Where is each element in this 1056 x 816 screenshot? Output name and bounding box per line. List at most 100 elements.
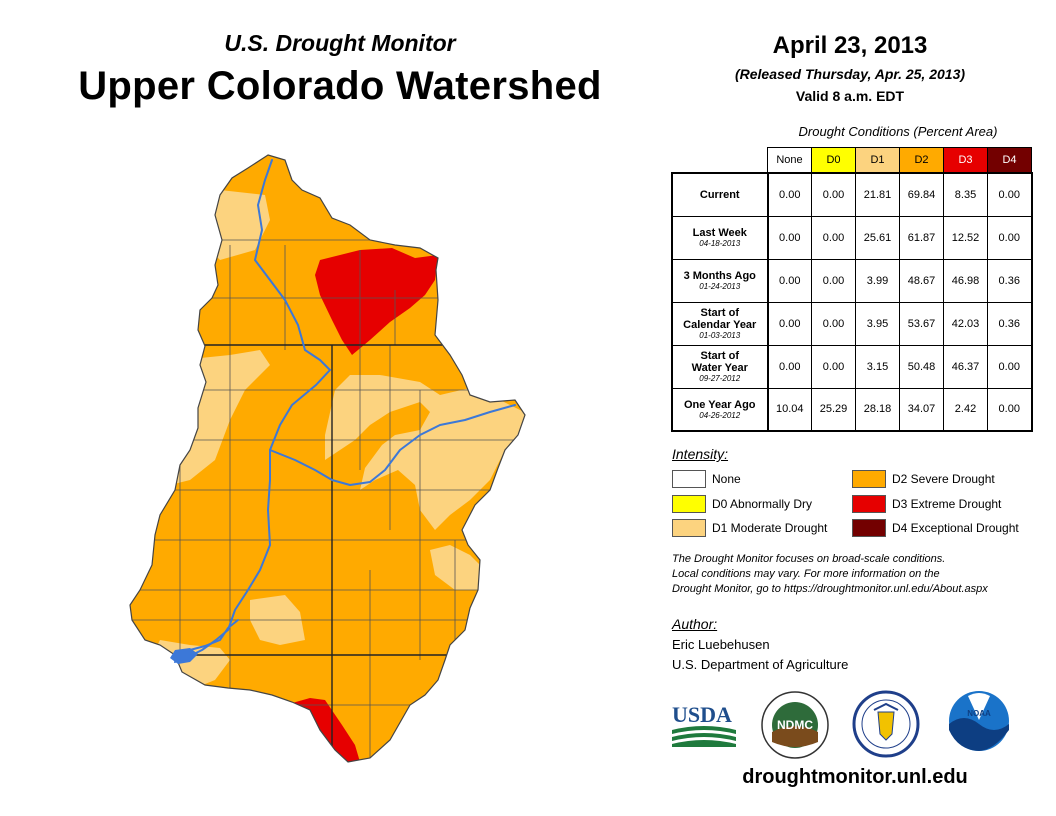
table-row: Current 0.00 0.00 21.81 69.84 8.35 0.00	[671, 172, 1032, 217]
ndmc-logo: NDMC	[761, 691, 829, 759]
table-cell: 42.03	[943, 301, 988, 346]
map-subtitle: U.S. Drought Monitor	[224, 30, 456, 56]
legend-swatch	[852, 495, 886, 513]
table-cell: 69.84	[899, 172, 944, 217]
usda-logo-text: USDA	[672, 702, 732, 727]
disclaimer-note: The Drought Monitor focuses on broad-sca…	[672, 552, 1042, 597]
legend-swatch	[672, 470, 706, 488]
legend-label: D3 Extreme Drought	[892, 497, 1002, 511]
legend-swatch	[672, 495, 706, 513]
legend-swatch	[852, 519, 886, 537]
col-header-d2: D2	[899, 147, 944, 174]
release-date: (Released Thursday, Apr. 25, 2013)	[734, 66, 966, 82]
row-label-text: One Year Ago	[683, 398, 756, 411]
legend-label: D4 Exceptional Drought	[892, 521, 1019, 535]
row-label: 3 Months Ago 01-24-2013	[671, 258, 769, 303]
table-cell: 0.00	[987, 215, 1032, 260]
table-cell: 3.99	[855, 258, 900, 303]
table-cell: 21.81	[855, 172, 900, 217]
table-row: Start of Calendar Year 01-03-2013 0.00 0.0…	[671, 301, 1032, 346]
table-cell: 12.52	[943, 215, 988, 260]
table-cell: 2.42	[943, 387, 988, 432]
valid-time: Valid 8 a.m. EDT	[795, 88, 905, 104]
noaa-logo: NOAA	[949, 691, 1009, 751]
table-cell: 25.61	[855, 215, 900, 260]
legend-item-d4: D4 Exceptional Drought	[852, 519, 1019, 537]
col-header-d1: D1	[855, 147, 900, 174]
table-cell: 0.00	[811, 258, 856, 303]
table-cell: 3.15	[855, 344, 900, 389]
legend-item-d1: D1 Moderate Drought	[672, 519, 827, 537]
ndmc-logo-text: NDMC	[777, 718, 813, 732]
col-header-d4: D4	[987, 147, 1032, 174]
table-cell: 0.00	[767, 344, 812, 389]
watershed-map	[129, 154, 526, 763]
table-cell: 25.29	[811, 387, 856, 432]
legend-label: D2 Severe Drought	[892, 472, 995, 486]
author-label: Author:	[672, 616, 718, 632]
note-line: Drought Monitor, go to https://droughtmo…	[672, 583, 988, 595]
row-label-text: Start of Water Year	[691, 350, 748, 374]
table-cell: 53.67	[899, 301, 944, 346]
table-cell: 10.04	[767, 387, 812, 432]
table-cell: 3.95	[855, 301, 900, 346]
table-cell: 0.36	[987, 301, 1032, 346]
row-label-text: Start of Calendar Year	[683, 307, 757, 331]
map-date: April 23, 2013	[772, 32, 928, 59]
table-cell: 0.00	[767, 215, 812, 260]
legend-swatch	[672, 519, 706, 537]
noaa-logo-text: NOAA	[967, 709, 991, 718]
row-date: 09-27-2012	[699, 374, 741, 383]
row-label-text: Last Week	[692, 227, 747, 239]
author-name: Eric Luebehusen	[672, 637, 770, 652]
table-row: Last Week 04-18-2013 0.00 0.00 25.61 61.8…	[671, 215, 1032, 260]
map-title: Upper Colorado Watershed	[78, 64, 602, 108]
legend-swatch	[852, 470, 886, 488]
legend-title: Intensity:	[672, 446, 729, 462]
table-cell: 0.00	[987, 387, 1032, 432]
table-cell: 0.00	[811, 344, 856, 389]
legend-label: None	[712, 472, 741, 486]
table-cell: 28.18	[855, 387, 900, 432]
table-cell: 50.48	[899, 344, 944, 389]
row-label: Last Week 04-18-2013	[671, 215, 769, 260]
legend-item-none: None	[672, 470, 741, 488]
usda-logo: USDA	[672, 702, 736, 747]
table-corner	[672, 148, 768, 174]
row-label-text: Current	[699, 188, 740, 201]
row-label: Start of Water Year 09-27-2012	[671, 344, 769, 389]
table-title: Drought Conditions (Percent Area)	[798, 124, 998, 139]
table-cell: 34.07	[899, 387, 944, 432]
table-row: Start of Water Year 09-27-2012 0.00 0.00 3…	[671, 344, 1032, 389]
row-label: Current	[671, 172, 769, 217]
table-row: One Year Ago 04-26-2012 10.04 25.29 28.18…	[671, 387, 1032, 432]
row-date: 04-26-2012	[699, 410, 741, 420]
table-cell: 0.36	[987, 258, 1032, 303]
website-url[interactable]: droughtmonitor.unl.edu	[742, 766, 968, 788]
table-cell: 0.00	[811, 172, 856, 217]
legend-label: D1 Moderate Drought	[712, 521, 828, 535]
row-label: One Year Ago 04-26-2012	[671, 387, 769, 432]
table-cell: 48.67	[899, 258, 944, 303]
row-date: 04-18-2013	[699, 239, 741, 248]
table-cell: 46.37	[943, 344, 988, 389]
table-cell: 0.00	[767, 258, 812, 303]
table-row: 3 Months Ago 01-24-2013 0.00 0.00 3.99 48…	[671, 258, 1032, 303]
note-line: Local conditions may vary. For more info…	[672, 568, 940, 580]
table-cell: 0.00	[811, 215, 856, 260]
table-cell: 0.00	[811, 301, 856, 346]
row-label: Start of Calendar Year 01-03-2013	[671, 301, 769, 346]
commerce-seal	[852, 690, 920, 758]
col-header-d3: D3	[943, 147, 988, 174]
col-header-d0: D0	[811, 147, 856, 174]
col-header-none: None	[767, 147, 812, 174]
table-cell: 8.35	[943, 172, 988, 217]
legend-item-d2: D2 Severe Drought	[852, 470, 995, 488]
drought-stats-table: None D0 D1 D2 D3 D4 Current 0.00 0.00 21…	[671, 147, 1033, 432]
table-cell: 0.00	[767, 301, 812, 346]
table-cell: 46.98	[943, 258, 988, 303]
table-cell: 0.00	[767, 172, 812, 217]
legend-label: D0 Abnormally Dry	[712, 497, 813, 511]
table-cell: 0.00	[987, 172, 1032, 217]
row-date: 01-24-2013	[699, 282, 741, 291]
